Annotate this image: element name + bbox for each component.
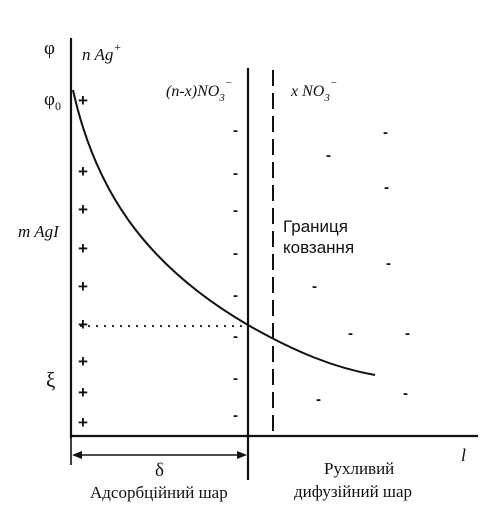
phi0-label: φ0 [44, 89, 61, 113]
diffuse-counterion-label: x NO3− [290, 77, 337, 104]
minus-sign: - [383, 124, 388, 141]
plus-sign: + [78, 162, 88, 181]
delta-arrowhead-right [237, 451, 247, 459]
delta-label: δ [155, 460, 164, 481]
adsorption-layer-label: Адсорбційний шар [90, 483, 228, 502]
minus-sign: - [386, 255, 391, 272]
minus-sign: - [233, 122, 238, 139]
minus-sign: - [233, 370, 238, 387]
plus-sign: + [78, 91, 88, 110]
minus-sign: - [312, 278, 317, 295]
magi-label: m AgI [18, 222, 60, 241]
minus-sign: - [233, 328, 238, 345]
minus-sign: - [233, 245, 238, 262]
nag-label: n Ag+ [82, 40, 121, 64]
slip-plane-label-line1: Границя [283, 217, 348, 236]
inner-counterion-label: (n-x)NO3− [166, 77, 232, 104]
zeta-label: ξ [46, 368, 55, 392]
minus-sign: - [233, 287, 238, 304]
plus-sign: + [78, 383, 88, 402]
minus-sign: - [348, 325, 353, 342]
plus-sign: + [78, 277, 88, 296]
diffuse-layer-label-line1: Рухливий [324, 459, 394, 478]
minus-sign: - [233, 202, 238, 219]
diffuse-layer-label-line2: дифузійний шар [294, 482, 412, 501]
distance-axis-label: l [461, 445, 466, 465]
minus-sign: - [326, 147, 331, 164]
plus-sign: + [78, 352, 88, 371]
plus-sign: + [78, 239, 88, 258]
minus-sign: - [403, 385, 408, 402]
minus-sign: - [316, 391, 321, 408]
minus-sign: - [405, 325, 410, 342]
slip-plane-label-line2: ковзання [283, 238, 354, 257]
positive-charges: + + + + + + + + + [78, 91, 88, 432]
diffuse-negative-charges: - - - - - - - - - [312, 124, 410, 408]
plus-sign: + [78, 413, 88, 432]
plus-sign: + [78, 315, 88, 334]
adsorbed-negative-charges: - - - - - - - - [233, 122, 238, 424]
potential-curve [72, 89, 376, 376]
phi-axis-label: φ [44, 38, 55, 59]
minus-sign: - [233, 165, 238, 182]
minus-sign: - [384, 179, 389, 196]
plus-sign: + [78, 200, 88, 219]
delta-arrowhead-left [72, 451, 82, 459]
minus-sign: - [233, 407, 238, 424]
